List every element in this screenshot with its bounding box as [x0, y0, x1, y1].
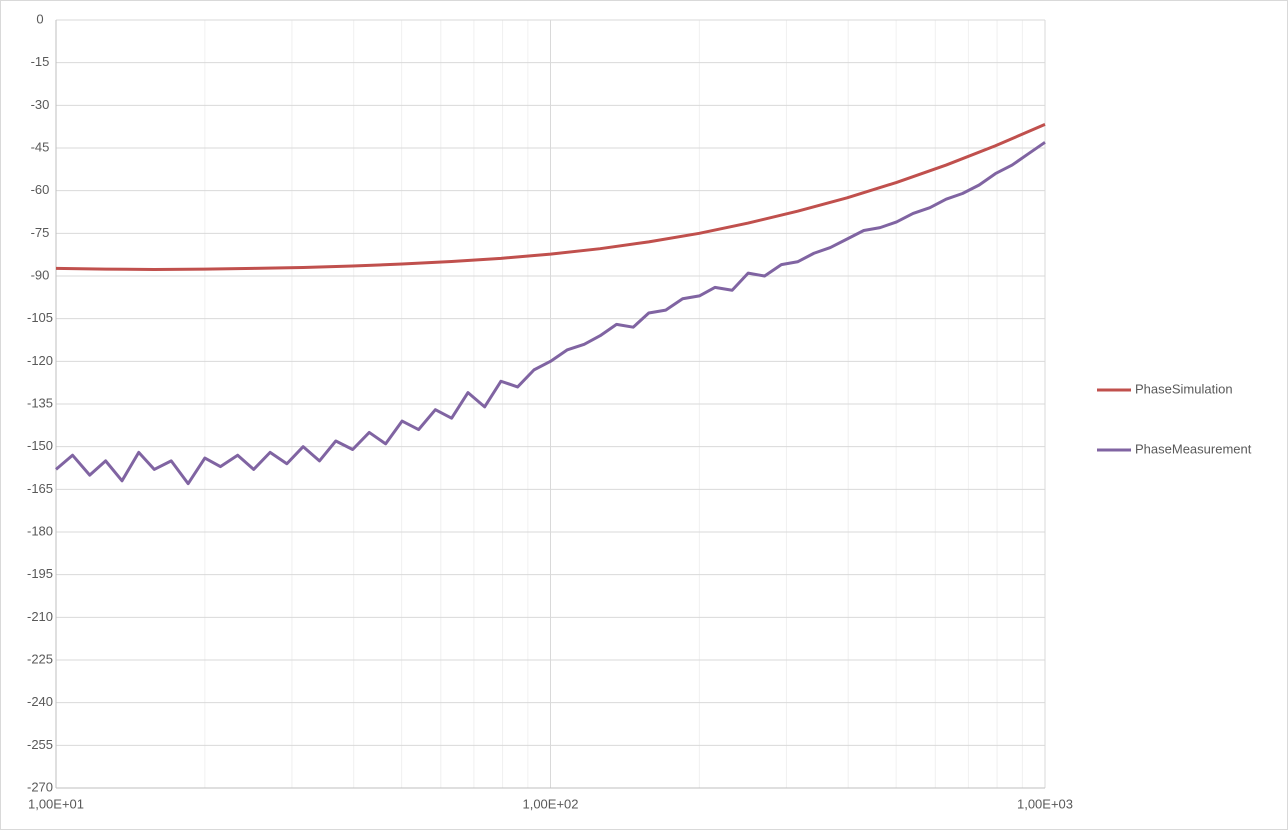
y-tick-label: -30 — [31, 97, 50, 112]
y-tick-label: -255 — [27, 737, 53, 752]
y-tick-label: 0 — [36, 11, 43, 26]
legend-label: PhaseSimulation — [1135, 381, 1233, 396]
y-tick-label: -270 — [27, 779, 53, 794]
y-tick-label: -90 — [31, 267, 50, 282]
y-tick-label: -135 — [27, 395, 53, 410]
series-line — [55, 141, 1046, 486]
x-tick-label: 1,00E+02 — [522, 796, 578, 811]
y-tick-label: -225 — [27, 651, 53, 666]
x-tick-label: 1,00E+01 — [28, 796, 84, 811]
y-tick-label: -180 — [27, 523, 53, 538]
y-tick-label: -195 — [27, 566, 53, 581]
y-tick-label: -75 — [31, 225, 50, 240]
y-tick-label: -150 — [27, 438, 53, 453]
y-tick-label: -120 — [27, 353, 53, 368]
legend-label: PhaseMeasurement — [1135, 441, 1252, 456]
y-tick-label: -60 — [31, 182, 50, 197]
y-tick-label: -165 — [27, 481, 53, 496]
series-line — [55, 123, 1046, 271]
y-tick-label: -240 — [27, 694, 53, 709]
x-tick-label: 1,00E+03 — [1017, 796, 1073, 811]
y-tick-label: -15 — [31, 54, 50, 69]
y-tick-label: -210 — [27, 609, 53, 624]
y-tick-label: -105 — [27, 310, 53, 325]
y-tick-label: -45 — [31, 139, 50, 154]
